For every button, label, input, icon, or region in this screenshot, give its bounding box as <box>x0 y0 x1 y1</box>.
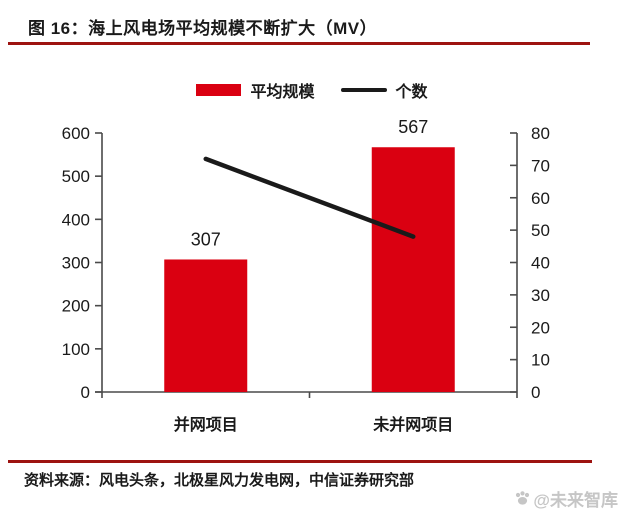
bar <box>371 147 455 392</box>
chart-legend: 平均规模 个数 <box>0 78 624 102</box>
bar <box>164 259 248 392</box>
legend-item-average-scale: 平均规模 <box>196 78 315 102</box>
left-axis-tick-label: 300 <box>62 254 90 273</box>
right-axis-tick-label: 40 <box>531 254 550 273</box>
bar-value-label: 567 <box>398 117 428 137</box>
left-axis-tick-label: 400 <box>62 210 90 229</box>
bar-series-swatch <box>196 84 242 96</box>
figure-title: 图 16：海上风电场平均规模不断扩大（MV） <box>28 19 378 38</box>
watermark: @未来智库 <box>514 486 618 511</box>
right-axis-tick-label: 70 <box>531 156 550 175</box>
right-axis-tick-label: 0 <box>531 383 540 402</box>
paw-icon <box>516 491 530 505</box>
right-axis-tick-label: 10 <box>531 351 550 370</box>
category-label: 未并网项目 <box>372 415 453 434</box>
category-label: 并网项目 <box>174 415 238 434</box>
right-axis-tick-label: 30 <box>531 286 550 305</box>
left-axis-tick-label: 500 <box>62 167 90 186</box>
watermark-text: @未来智库 <box>533 491 618 510</box>
source-note: 资料来源：风电头条，北极星风力发电网，中信证券研究部 <box>24 472 415 489</box>
legend-item-count: 个数 <box>340 78 428 102</box>
count-line <box>203 156 416 239</box>
right-axis-tick-label: 60 <box>531 189 550 208</box>
left-axis-tick-label: 100 <box>62 340 90 359</box>
right-axis-tick-label: 20 <box>531 318 550 337</box>
line-series-swatch <box>340 88 387 92</box>
footer-rule <box>8 460 592 463</box>
right-axis-tick-label: 50 <box>531 221 550 240</box>
title-underline-rule <box>8 42 590 45</box>
legend-label: 平均规模 <box>250 84 315 101</box>
chart-canvas: 0 100 200 300 400 500 600 0 10 20 30 40 50 60 70 80 307 5… <box>62 117 550 434</box>
left-axis-tick-label: 200 <box>62 297 90 316</box>
left-axis-tick-label: 0 <box>81 383 90 402</box>
right-axis-tick-label: 80 <box>531 124 550 143</box>
left-axis-tick-label: 600 <box>62 124 90 143</box>
legend-label: 个数 <box>395 84 428 101</box>
bar-value-label: 307 <box>191 229 221 249</box>
